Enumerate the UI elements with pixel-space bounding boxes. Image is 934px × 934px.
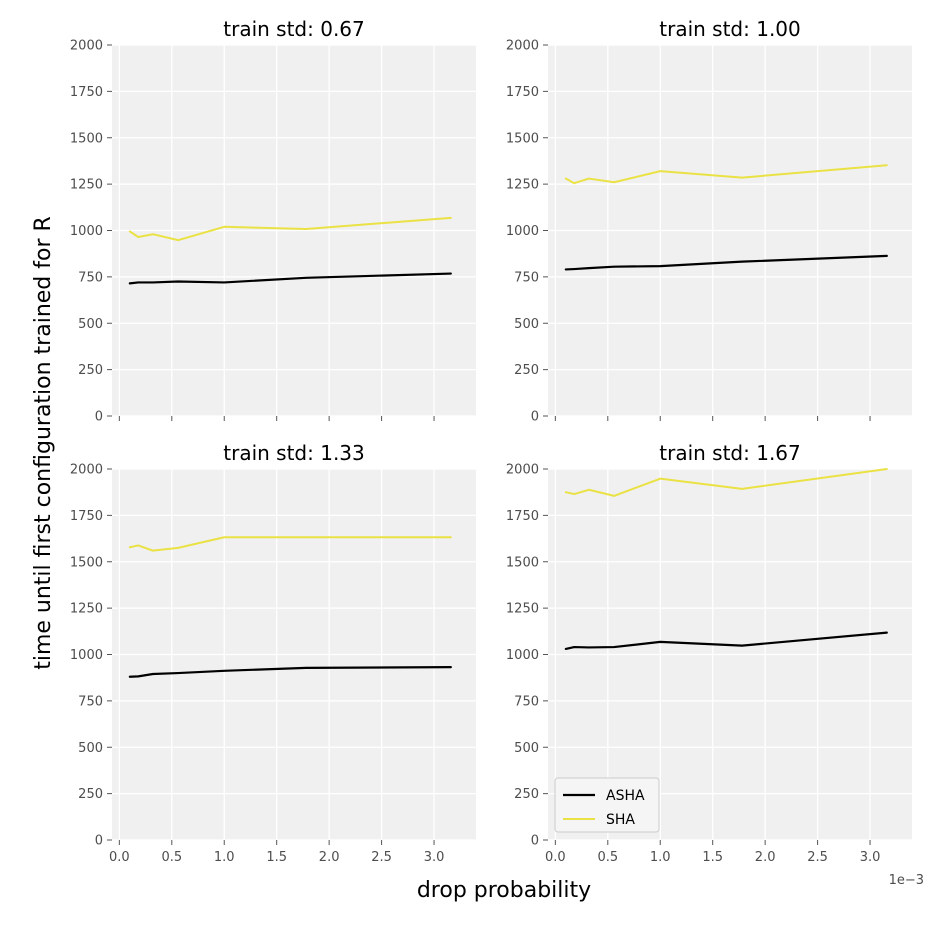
panel-2: 0 250 500 750 1000 1250 1500 1750 2000 train std:… [506,17,912,425]
x-tick-label: 3.0 [860,850,881,865]
y-tick-label: 250 [78,363,103,378]
series-line-asha [128,666,452,678]
series-line-sha [128,216,452,242]
y-tick-label: 0 [95,834,103,849]
y-tick-label: 1250 [70,178,103,193]
y-tick-label: 1750 [506,509,539,524]
series-line-asha [128,272,452,285]
y-tick-label: 750 [78,694,103,709]
y-tick-label: 2000 [70,463,103,478]
x-axis-offset-label: 1e−3 [889,873,924,888]
series-line-sha [564,164,888,185]
y-tick-label: 2000 [506,463,539,478]
y-tick-label: 1250 [506,178,539,193]
panel-1: 0 250 500 750 1000 1250 1500 1750 2000 train std:… [70,17,476,425]
y-tick-label: 1000 [70,224,103,239]
y-tick-label: 500 [514,317,539,332]
y-tick-label: 1250 [70,602,103,617]
y-tick-label: 0 [531,410,539,425]
series-line-asha [564,254,888,271]
x-tick-label: 3.0 [424,850,445,865]
x-axis-label: drop probability [417,878,591,903]
x-tick-label: 0.0 [109,850,130,865]
y-tick-label: 1750 [506,85,539,100]
y-tick-label: 1500 [506,555,539,570]
series-line-asha [564,631,888,651]
legend-label-asha: ASHA [606,788,645,804]
panel-title: train std: 1.67 [659,441,801,465]
x-tick-label: 1.5 [702,850,723,865]
panel-title: train std: 1.00 [659,17,801,41]
y-tick-label: 750 [514,694,539,709]
y-tick-label: 250 [514,363,539,378]
y-tick-label: 2000 [506,39,539,54]
y-tick-label: 1750 [70,509,103,524]
y-tick-label: 1750 [70,85,103,100]
x-tick-label: 0.0 [545,850,566,865]
x-tick-label: 1.0 [214,850,235,865]
x-tick-label: 1.0 [650,850,671,865]
y-tick-label: 1500 [506,131,539,146]
y-tick-label: 500 [78,317,103,332]
y-tick-label: 1000 [506,224,539,239]
panel-title: train std: 0.67 [223,17,365,41]
panel-title: train std: 1.33 [223,441,365,465]
y-tick-label: 1000 [506,648,539,663]
x-tick-label: 2.5 [371,850,392,865]
y-tick-label: 1000 [70,648,103,663]
panels-layer: 0 250 500 750 1000 1250 1500 1750 2000 train std:… [70,17,912,865]
y-tick-label: 1250 [506,602,539,617]
legend-label-sha: SHA [606,812,635,828]
y-axis-label: time until first configuration trained f… [31,216,56,670]
x-tick-label: 2.5 [807,850,828,865]
series-line-sha [128,536,452,552]
y-tick-label: 0 [531,834,539,849]
y-tick-label: 2000 [70,39,103,54]
x-tick-label: 0.5 [161,850,182,865]
panel-3: 0 250 500 750 1000 1250 1500 1750 2000 0.0 0.5 1.0 1… [70,441,476,865]
series-line-sha [564,468,888,497]
x-tick-label: 2.0 [319,850,340,865]
legend: ASHA SHA [554,777,660,833]
y-tick-label: 500 [78,741,103,756]
x-tick-label: 1.5 [266,850,287,865]
y-tick-label: 500 [514,741,539,756]
y-tick-label: 250 [78,787,103,802]
x-tick-label: 2.0 [755,850,776,865]
x-tick-label: 0.5 [597,850,618,865]
y-tick-label: 0 [95,410,103,425]
y-tick-label: 1500 [70,555,103,570]
y-tick-label: 750 [78,270,103,285]
y-tick-label: 250 [514,787,539,802]
y-tick-label: 750 [514,270,539,285]
y-tick-label: 1500 [70,131,103,146]
